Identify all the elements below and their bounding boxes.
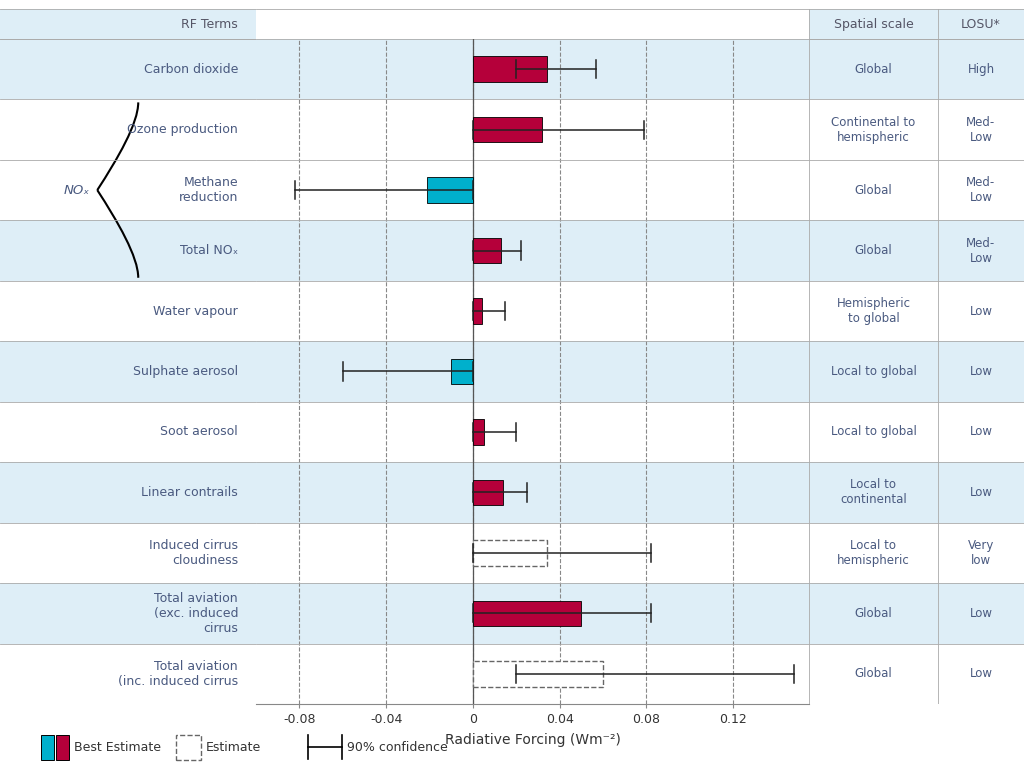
Bar (452, 359, 473, 384)
Text: LOSU*: LOSU* (962, 18, 1000, 30)
Bar (473, 661, 603, 686)
Bar (473, 57, 547, 82)
Text: Total NOₓ: Total NOₓ (180, 244, 238, 257)
Text: Water vapour: Water vapour (154, 304, 238, 317)
Text: Global: Global (855, 244, 892, 257)
Text: Global: Global (855, 63, 892, 75)
Text: Med-
Low: Med- Low (967, 176, 995, 204)
Text: Low: Low (970, 304, 992, 317)
Bar (0, 342, 256, 401)
Bar (256, 342, 809, 401)
Bar (809, 220, 1024, 281)
Text: Low: Low (970, 426, 992, 439)
Bar (256, 462, 809, 523)
Bar (256, 159, 809, 220)
Text: Low: Low (970, 668, 992, 680)
Text: Sulphate aerosol: Sulphate aerosol (133, 365, 238, 378)
Text: High: High (968, 63, 994, 75)
Text: NOₓ: NOₓ (63, 184, 90, 197)
Bar (0, 281, 256, 342)
Bar (256, 281, 809, 342)
Bar (809, 462, 1024, 523)
Bar (809, 159, 1024, 220)
X-axis label: Radiative Forcing (Wm⁻²): Radiative Forcing (Wm⁻²) (444, 733, 621, 747)
Bar (256, 584, 809, 643)
Bar (0, 39, 256, 100)
Bar (0, 220, 256, 281)
Bar (809, 523, 1024, 584)
Bar (809, 342, 1024, 401)
Bar (41, 735, 54, 760)
Bar (256, 523, 809, 584)
Bar (256, 39, 809, 100)
Text: Low: Low (970, 607, 992, 620)
Bar (0, 9, 256, 39)
Bar (427, 177, 473, 203)
Bar (256, 643, 809, 704)
Bar (809, 643, 1024, 704)
Bar (473, 298, 481, 324)
Bar (256, 401, 809, 462)
Text: Ozone production: Ozone production (127, 123, 238, 136)
Bar (809, 584, 1024, 643)
Bar (473, 601, 582, 626)
Text: Induced cirrus
cloudiness: Induced cirrus cloudiness (150, 539, 238, 567)
Bar (473, 419, 483, 445)
Bar (55, 735, 70, 760)
Bar (0, 643, 256, 704)
Bar (176, 735, 201, 760)
Text: Estimate: Estimate (206, 741, 261, 754)
Text: Total aviation
(exc. induced
cirrus: Total aviation (exc. induced cirrus (154, 592, 238, 635)
Text: Linear contrails: Linear contrails (141, 486, 238, 499)
Bar (0, 100, 256, 159)
Text: 90% confidence: 90% confidence (347, 741, 447, 754)
Bar (0, 584, 256, 643)
Bar (0, 159, 256, 220)
Text: Local to
hemispheric: Local to hemispheric (837, 539, 910, 567)
Bar (0, 523, 256, 584)
Text: Local to global: Local to global (830, 426, 916, 439)
Bar (473, 540, 547, 566)
Text: Hemispheric
to global: Hemispheric to global (837, 297, 910, 325)
Bar (473, 480, 503, 505)
Bar (0, 462, 256, 523)
Bar (809, 401, 1024, 462)
Text: Global: Global (855, 184, 892, 197)
Bar (473, 238, 501, 263)
Text: RF Terms: RF Terms (181, 18, 238, 30)
Bar (473, 117, 543, 142)
Bar (809, 39, 1024, 100)
Text: Med-
Low: Med- Low (967, 116, 995, 144)
Text: Low: Low (970, 486, 992, 499)
Bar (809, 281, 1024, 342)
Text: Continental to
hemispheric: Continental to hemispheric (831, 116, 915, 144)
Bar (256, 220, 809, 281)
Text: Carbon dioxide: Carbon dioxide (143, 63, 238, 75)
Text: Local to
continental: Local to continental (840, 478, 907, 506)
Text: Very
low: Very low (968, 539, 994, 567)
Text: Spatial scale: Spatial scale (834, 18, 913, 30)
Text: Local to global: Local to global (830, 365, 916, 378)
Text: Med-
Low: Med- Low (967, 237, 995, 265)
Text: Total aviation
(inc. induced cirrus: Total aviation (inc. induced cirrus (118, 660, 238, 688)
Text: Low: Low (970, 365, 992, 378)
Bar (809, 100, 1024, 159)
Text: Methane
reduction: Methane reduction (179, 176, 238, 204)
Text: Global: Global (855, 607, 892, 620)
Bar (0, 401, 256, 462)
Bar (256, 100, 809, 159)
Text: Soot aerosol: Soot aerosol (161, 426, 238, 439)
Text: Global: Global (855, 668, 892, 680)
Text: Best Estimate: Best Estimate (74, 741, 161, 754)
Bar (809, 9, 1024, 39)
